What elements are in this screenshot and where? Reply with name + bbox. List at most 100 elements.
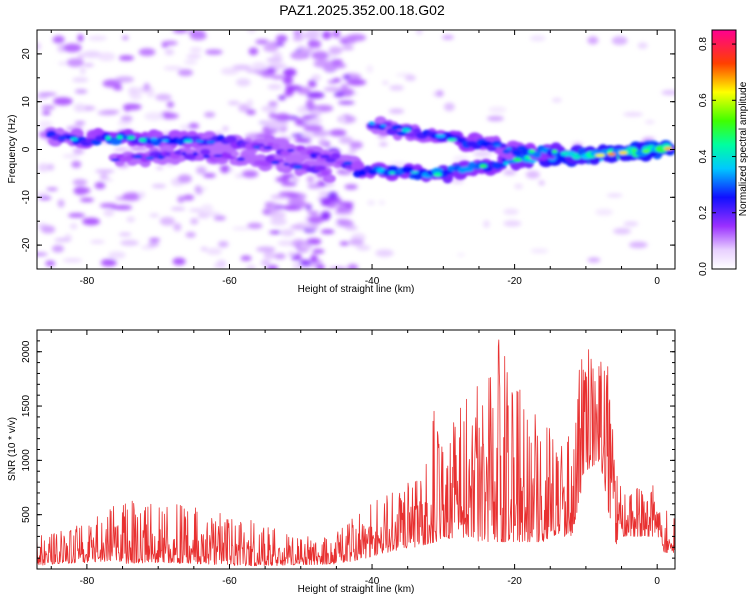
heatmap-track-core [263,146,273,150]
heatmap-track-cell [330,152,341,160]
heatmap-noise-cell [118,232,132,236]
heatmap-noise-cell [310,108,322,118]
heatmap-noise-cell [278,191,297,197]
heatmap-y-axis-label: Frequency (Hz) [7,115,18,184]
colorbar: 0.0 0.2 0.4 0.6 0.8 Normalized spectral ampl… [698,29,749,276]
heatmap-noise-cell [45,260,56,267]
heatmap-noise-cell [525,170,540,179]
snr-y-tick-label: 2000 [21,340,32,363]
heatmap-noise-cell [503,169,517,176]
heatmap-noise-cell [333,91,345,98]
heatmap-noise-cell [62,43,82,53]
snr-x-tick-label: -80 [80,576,95,587]
heatmap-noise-cell [637,42,648,49]
heatmap-noise-cell [69,223,78,230]
heatmap-noise-cell [334,210,353,215]
heatmap-noise-cell [318,138,327,148]
heatmap-track-core [607,152,616,156]
heatmap-y-tick-label: -20 [21,237,32,252]
heatmap-noise-cell [275,34,288,43]
heatmap-noise-cell [271,75,285,80]
snr-y-tick-label: 1500 [21,394,32,417]
heatmap-noise-cell [88,35,107,41]
heatmap-noise-cell [297,45,306,49]
heatmap-noise-cell [595,208,614,216]
snr-x-tick-label: -60 [222,576,237,587]
heatmap-noise-cell [280,229,295,237]
heatmap-noise-cell [205,49,223,55]
heatmap-noise-cell [186,54,202,59]
heatmap-track-core [138,138,147,142]
snr-panel: -80 -60 -40 -20 0 500 1000 1500 2000 Height of … [7,329,676,595]
heatmap-track-core [551,149,558,154]
colorbar-tick-label: 0.6 [698,93,709,107]
heatmap-noise-cell [245,264,256,269]
heatmap-noise-cell [303,124,324,133]
heatmap-noise-cell [189,208,204,212]
heatmap-noise-cell [332,78,342,83]
heatmap-noise-cell [261,72,275,78]
heatmap-noise-cell [269,230,282,235]
heatmap-track-core [410,170,419,174]
heatmap-noise-cell [366,65,374,73]
heatmap-noise-cell [292,36,304,42]
heatmap-noise-cell [46,187,58,191]
heatmap-noise-cell [238,103,251,113]
heatmap-y-tick-label: 10 [21,96,32,108]
heatmap-noise-cell [275,42,285,47]
heatmap-track-halo [322,174,336,184]
heatmap-noise-cell [235,78,251,87]
heatmap-noise-cell [282,75,294,85]
heatmap-noise-cell [99,202,117,209]
heatmap-track-cell [531,150,542,159]
heatmap-noise-cell [327,191,338,200]
heatmap-track-core [110,158,121,162]
heatmap-noise-cell [227,100,240,106]
heatmap-noise-cell [122,35,129,40]
heatmap-panel: -80 -60 -40 -20 0 -20 -10 0 10 20 Height of stra… [7,29,676,295]
snr-y-tick-label: 1000 [21,449,32,472]
heatmap-noise-cell [514,183,523,190]
heatmap-track-core [391,126,399,131]
heatmap-noise-cell [51,245,65,253]
heatmap-noise-cell [246,109,256,116]
heatmap-noise-cell [241,170,259,178]
heatmap-track-core [158,155,164,160]
heatmap-noise-cell [182,194,195,201]
heatmap-noise-cell [312,248,325,254]
heatmap-noise-cell [551,97,562,103]
heatmap-noise-cell [232,64,252,71]
heatmap-noise-cell [404,75,416,81]
heatmap-noise-cell [443,102,455,112]
heatmap-noise-cell [94,181,106,190]
heatmap-noise-cell [336,206,348,212]
heatmap-noise-cell [156,166,164,170]
heatmap-signal-tracks [44,116,675,184]
heatmap-noise-cell [52,35,65,44]
heatmap-noise-cell [587,257,601,263]
heatmap-noise-cell [266,57,284,63]
heatmap-noise-cell [613,228,632,235]
heatmap-noise-cell [329,266,348,269]
heatmap-track-core [447,138,457,142]
heatmap-noise-cell [138,48,156,56]
heatmap-track-core [618,151,628,155]
heatmap-track-core [595,153,606,158]
heatmap-noise-cell [339,136,354,144]
heatmap-noise-cell [256,246,276,253]
heatmap-noise-cell [90,240,105,244]
heatmap-track-core [376,167,385,173]
heatmap-noise-cell [278,95,286,101]
heatmap-noise-cell [318,191,330,196]
heatmap-track-cell [271,143,280,150]
heatmap-noise-cell [486,115,504,122]
heatmap-noise-cell [53,97,73,106]
heatmap-noise-cell [166,101,175,108]
heatmap-noise-cell [66,58,84,68]
heatmap-noise-cell [307,79,317,88]
heatmap-noise-cell [219,164,230,174]
heatmap-x-tick-label: -60 [222,276,237,287]
heatmap-noise-cell [375,249,394,258]
heatmap-track-core [116,135,123,140]
heatmap-noise-cell [503,208,519,215]
